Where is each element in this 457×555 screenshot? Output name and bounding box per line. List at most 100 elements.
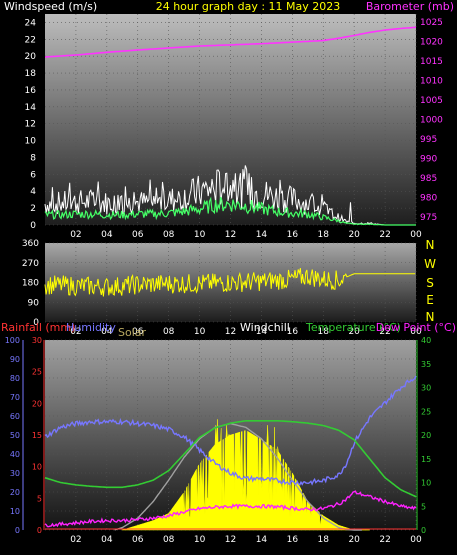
barometer-y-tick-label: 990	[420, 155, 437, 165]
direction-y-tick-label: 360	[22, 239, 39, 249]
barometer-y-tick-label: 1015	[420, 57, 443, 67]
rainfall-y-tick-label: 25	[32, 368, 42, 377]
barometer-line	[44, 26, 417, 58]
direction-x-tick-label: 08	[163, 327, 175, 337]
compass-label-west: W	[424, 257, 436, 271]
wind-direction-line	[44, 267, 416, 297]
barometer-y-tick-label: 980	[420, 194, 437, 204]
wind-x-tick-label: 02	[70, 230, 81, 240]
windchill-label: Windchill	[240, 321, 290, 334]
compass-label-north-top: N	[426, 238, 435, 252]
barometer-axis-title: Barometer (mb)	[366, 0, 454, 13]
barometer-y-tick-label: 995	[420, 135, 437, 145]
humidity-line	[44, 375, 417, 486]
bottom-x-tick-label: 16	[287, 535, 299, 545]
wind-y-tick-label: 6	[30, 170, 36, 180]
direction-x-tick-label: 18	[318, 327, 330, 337]
dewpoint-line	[44, 490, 417, 528]
compass-label-east: E	[426, 293, 434, 307]
bottom-x-tick-label: 00	[410, 535, 422, 545]
direction-x-tick-label: 22	[379, 327, 390, 337]
dewpoint-axis-title: Dew Point (°C)	[376, 321, 456, 334]
chart-title: 24 hour graph day : 11 May 2023	[156, 0, 341, 13]
rainfall-y-tick-label: 15	[32, 431, 42, 440]
temperature-y-tick-label: 5	[421, 502, 426, 511]
direction-x-tick-label: 10	[194, 327, 206, 337]
direction-y-tick-label: 180	[22, 279, 39, 289]
wind-x-tick-label: 12	[225, 230, 236, 240]
humidity-y-tick-label: 60	[10, 412, 20, 421]
direction-x-tick-label: 02	[70, 327, 81, 337]
wind-y-tick-label: 20	[25, 52, 37, 62]
temperature-y-tick-label: 10	[421, 479, 431, 488]
bottom-x-tick-label: 02	[70, 535, 81, 545]
direction-y-tick-label: 0	[33, 318, 39, 328]
humidity-y-tick-label: 30	[10, 469, 20, 478]
wind-x-tick-label: 22	[379, 230, 390, 240]
direction-x-tick-label: 14	[256, 327, 268, 337]
rainfall-y-tick-label: 10	[32, 463, 42, 472]
direction-y-tick-label: 90	[28, 298, 40, 308]
wind-x-tick-label: 18	[318, 230, 330, 240]
humidity-y-tick-label: 90	[10, 355, 20, 364]
bottom-x-tick-label: 04	[101, 535, 113, 545]
humidity-y-tick-label: 40	[10, 450, 20, 459]
wind-x-tick-label: 06	[132, 230, 144, 240]
compass-label-south: S	[426, 276, 434, 290]
solar-max-curve	[114, 422, 362, 531]
wind-x-tick-label: 16	[287, 230, 299, 240]
wind-y-tick-label: 14	[25, 103, 37, 113]
barometer-y-tick-label: 1025	[420, 18, 443, 28]
direction-x-tick-label: 06	[132, 327, 144, 337]
rainfall-axis-title: Rainfall (mm)	[1, 321, 75, 334]
temperature-y-tick-label: 40	[421, 336, 431, 345]
humidity-y-tick-label: 0	[15, 526, 20, 535]
temperature-axis-title: Temperature (°C)	[305, 321, 401, 334]
rainfall-y-tick-label: 20	[32, 399, 42, 408]
direction-x-tick-label: 20	[348, 327, 360, 337]
temperature-y-tick-label: 20	[421, 431, 431, 440]
wind-y-tick-label: 10	[25, 137, 37, 147]
direction-y-tick-label: 270	[22, 259, 39, 269]
humidity-axis-title: Humidity	[66, 321, 116, 334]
humidity-y-tick-label: 10	[10, 507, 20, 516]
temperature-line	[44, 419, 417, 498]
wind-y-tick-label: 2	[30, 204, 36, 214]
barometer-y-tick-label: 1020	[420, 37, 443, 47]
humidity-y-tick-label: 50	[10, 431, 20, 440]
direction-panel-background	[45, 243, 416, 322]
bottom-x-tick-label: 06	[132, 535, 144, 545]
wind-y-tick-label: 18	[25, 69, 37, 79]
wind-y-tick-label: 0	[30, 221, 36, 231]
direction-x-tick-label: 00	[410, 327, 422, 337]
bottom-x-tick-label: 20	[348, 535, 360, 545]
direction-x-tick-label: 16	[287, 327, 299, 337]
wind-y-tick-label: 24	[25, 18, 37, 28]
wind-x-tick-label: 20	[348, 230, 360, 240]
humidity-y-tick-label: 20	[10, 488, 20, 497]
temperature-y-tick-label: 15	[421, 455, 431, 464]
wind-x-tick-label: 04	[101, 230, 113, 240]
temperature-y-tick-label: 25	[421, 407, 431, 416]
wind-x-tick-label: 10	[194, 230, 206, 240]
barometer-y-tick-label: 1005	[420, 96, 443, 106]
wind-gust-line	[44, 165, 416, 226]
wind-average-line	[44, 196, 416, 226]
temperature-y-tick-label: 35	[421, 360, 431, 369]
wind-x-tick-label: 14	[256, 230, 268, 240]
rainfall-y-tick-label: 30	[32, 336, 42, 345]
bottom-x-tick-label: 10	[194, 535, 206, 545]
barometer-y-tick-label: 975	[420, 213, 437, 223]
wind-y-tick-label: 16	[25, 86, 37, 96]
bottom-x-tick-label: 12	[225, 535, 236, 545]
direction-x-tick-label: 12	[225, 327, 236, 337]
humidity-y-tick-label: 100	[5, 336, 20, 345]
barometer-y-tick-label: 1000	[420, 116, 443, 126]
compass-label-north-bottom: N	[426, 310, 435, 324]
humidity-y-tick-label: 70	[10, 393, 20, 402]
humidity-y-tick-label: 80	[10, 374, 20, 383]
bottom-x-tick-label: 08	[163, 535, 175, 545]
barometer-y-tick-label: 985	[420, 174, 437, 184]
